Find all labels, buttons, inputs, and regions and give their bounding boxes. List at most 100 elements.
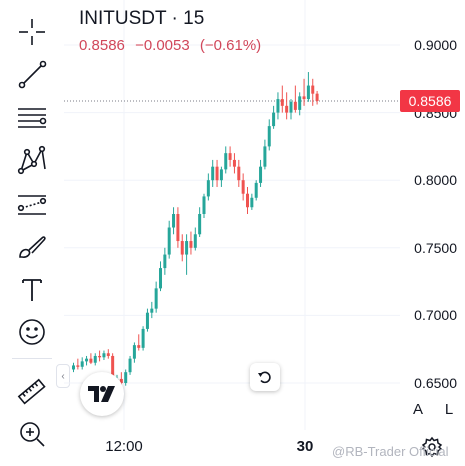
candle-body	[128, 358, 132, 373]
candle	[237, 159, 241, 187]
candle-body	[285, 105, 289, 113]
candle-body	[315, 93, 319, 101]
candle-body	[259, 166, 263, 183]
time-axis[interactable]: 12:00 30	[64, 430, 400, 466]
candle	[80, 357, 84, 370]
candle	[306, 72, 310, 102]
candle-body	[93, 355, 97, 363]
candle-body	[228, 153, 232, 160]
toolbar-divider	[12, 358, 52, 359]
candle-body	[76, 365, 80, 367]
last-price-value: 0.8586	[79, 37, 125, 54]
candle-body	[141, 328, 145, 348]
candle	[285, 92, 289, 120]
chart-grid	[64, 0, 400, 430]
candle	[293, 85, 297, 113]
trend-line-icon	[18, 60, 47, 89]
candle	[224, 146, 228, 174]
price-chart[interactable]	[64, 0, 400, 430]
candle-body	[272, 112, 276, 127]
candle	[172, 207, 176, 235]
toolbar-collapse-handle[interactable]: ‹	[56, 364, 70, 388]
candle	[167, 220, 171, 259]
emoji-tool[interactable]	[10, 314, 54, 350]
candle	[215, 159, 219, 187]
brush-tool[interactable]	[10, 228, 54, 264]
candle	[159, 261, 162, 292]
candle-body	[267, 126, 271, 147]
text-tool[interactable]	[10, 272, 54, 308]
candle-body	[311, 85, 315, 94]
tradingview-logo[interactable]	[80, 372, 124, 416]
candle	[267, 119, 271, 151]
candle-body	[306, 85, 310, 100]
candle	[289, 99, 293, 120]
candle-body	[137, 345, 141, 348]
candle-body	[180, 241, 184, 255]
prediction-tool[interactable]	[10, 186, 54, 222]
candle	[211, 159, 215, 187]
emoji-icon	[19, 319, 45, 345]
candle	[72, 362, 75, 373]
candle-body	[224, 153, 228, 170]
last-price-badge: 0.8586	[400, 89, 460, 112]
log-scale-button[interactable]: L	[437, 397, 461, 421]
price-axis[interactable]: 0.9000 0.8500 0.8000 0.7500 0.7000 0.6500	[400, 0, 465, 430]
candle	[132, 342, 136, 363]
candle-body	[246, 193, 249, 208]
candle	[106, 349, 110, 359]
candle-body	[72, 365, 75, 370]
candle-body	[289, 101, 293, 113]
candle	[254, 180, 258, 201]
candle	[176, 207, 180, 248]
candle-body	[102, 353, 106, 358]
candle	[189, 231, 193, 255]
candle-body	[298, 96, 302, 110]
candle	[98, 350, 102, 362]
candle-body	[211, 166, 215, 181]
candle-body	[176, 214, 180, 242]
zoom-in-icon	[20, 422, 45, 447]
crosshair-tool[interactable]	[10, 14, 54, 50]
reset-icon	[258, 371, 271, 384]
candle	[315, 90, 319, 105]
candle-body	[215, 166, 219, 181]
trend-line-tool[interactable]	[10, 56, 54, 92]
symbol-title[interactable]: INITUSDT · 15	[79, 8, 205, 29]
reset-chart-button[interactable]	[250, 363, 280, 391]
candle	[302, 78, 306, 106]
fib-retracement-icon	[18, 108, 47, 128]
candle-body	[132, 345, 136, 359]
tradingview-logo-icon	[88, 386, 115, 402]
candle-body	[250, 197, 254, 208]
candle-body	[276, 99, 280, 113]
candle	[202, 193, 206, 219]
candle-body	[219, 169, 223, 181]
price-change-percent: (−0.61%)	[199, 37, 262, 54]
settings-gear-icon[interactable]	[421, 436, 443, 458]
zoom-in-tool[interactable]	[10, 416, 54, 452]
candle	[259, 159, 263, 187]
candle-body	[145, 312, 149, 329]
fib-retracement-tool[interactable]	[10, 100, 54, 136]
candle	[298, 92, 302, 116]
auto-scale-button[interactable]: A	[406, 397, 430, 421]
candle	[145, 308, 149, 332]
price-tick-label: 0.7500	[414, 239, 457, 256]
candle-body	[198, 214, 202, 235]
candle-body	[237, 166, 241, 181]
candle-body	[280, 99, 284, 106]
pattern-icon	[17, 145, 46, 175]
candle	[198, 207, 202, 237]
candle-body	[193, 234, 197, 248]
candle-body	[254, 182, 258, 198]
ruler-tool[interactable]	[10, 374, 54, 410]
candle-body	[150, 308, 154, 313]
prediction-icon	[17, 195, 47, 215]
candle-body	[241, 180, 245, 194]
candle-body	[167, 227, 171, 255]
candle-body	[154, 288, 158, 309]
candle	[206, 173, 210, 201]
pattern-tool[interactable]	[10, 142, 54, 178]
candle-body	[85, 358, 89, 362]
